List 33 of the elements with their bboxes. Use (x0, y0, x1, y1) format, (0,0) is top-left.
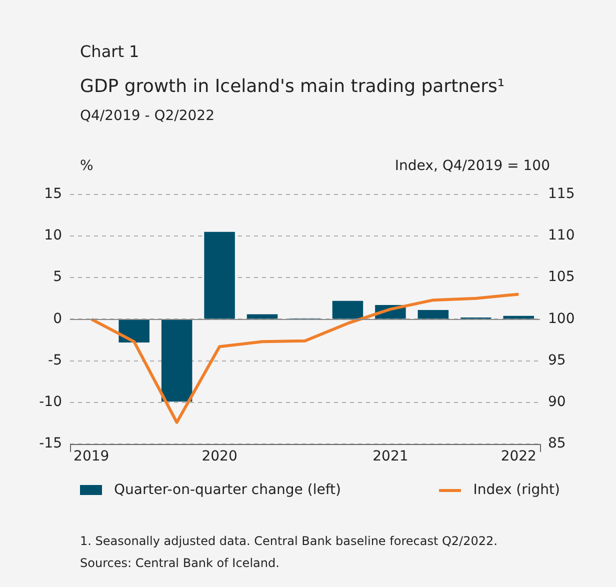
y-tick-label: -5 (48, 352, 62, 368)
y-tick-label: 10 (44, 228, 62, 244)
x-tick-label: 2021 (372, 448, 408, 465)
y2-tick-label: 85 (548, 436, 566, 452)
y-tick-label: -15 (39, 436, 62, 452)
y2-tick-label: 115 (548, 186, 575, 202)
x-tick-label: 2019 (74, 448, 110, 465)
bar (118, 320, 150, 342)
x-tick-label: 2022 (500, 448, 536, 465)
chart-title: Chart 1 (80, 42, 140, 61)
bar (246, 314, 278, 319)
y2-tick-label: 95 (548, 352, 566, 368)
y-axis-title: % (80, 158, 94, 174)
y-tick-label: 0 (53, 310, 62, 327)
source-note: Sources: Central Bank of Iceland. (80, 555, 280, 572)
y-tick-label: 5 (53, 269, 62, 286)
y-tick-label: -10 (39, 394, 62, 410)
text: 1. Seasonally adjusted data. Central Bank baseline forecast Q2/2022. (80, 533, 498, 550)
bar (332, 300, 364, 319)
bar (161, 320, 192, 402)
y2-axis-title: Index, Q4/2019 = 100 (394, 158, 550, 174)
y2-tick-label: 100 (548, 310, 575, 327)
bar (418, 310, 449, 319)
text: Q4/2019 - Q2/2022 (80, 108, 214, 124)
y-tick-label: 15 (44, 186, 62, 202)
y2-tick-label: 105 (548, 269, 575, 286)
y2-tick-label: 110 (548, 228, 575, 244)
legend-label: Index (right) (473, 482, 560, 498)
chart-subtitle: GDP growth in Iceland's main trading partners¹ (80, 76, 505, 97)
y2-tick-label: 90 (548, 394, 566, 410)
legend-label: Quarter-on-quarter change (left) (114, 482, 341, 498)
x-tick-label: 2020 (202, 448, 238, 465)
bar (204, 232, 235, 319)
